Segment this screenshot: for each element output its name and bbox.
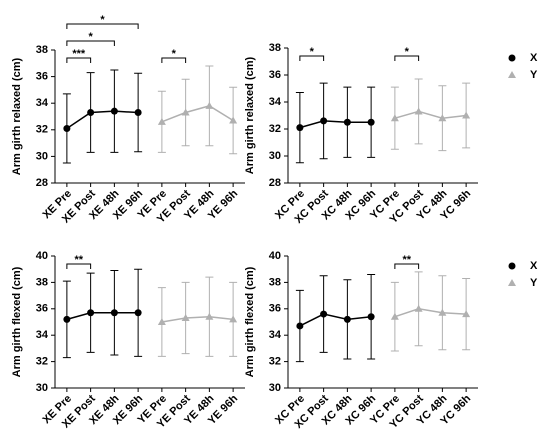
significance-label: *** — [72, 48, 86, 60]
data-point — [414, 304, 423, 312]
legend-marker — [508, 71, 516, 78]
data-point — [157, 318, 166, 325]
y-axis-label: Arm girth flexed (cm) — [11, 266, 23, 377]
data-point — [181, 108, 190, 116]
data-point — [110, 309, 118, 317]
y-tick-label: 36 — [36, 71, 48, 83]
data-point — [390, 312, 399, 320]
significance-bracket — [66, 57, 92, 63]
y-tick-label: 32 — [36, 356, 48, 368]
legend-label: X — [530, 52, 538, 64]
data-point — [87, 309, 95, 317]
significance-bracket — [66, 40, 115, 46]
legend-label: X — [530, 260, 538, 272]
data-point — [63, 315, 71, 323]
significance-bracket — [394, 263, 420, 269]
y-tick-label: 36 — [36, 303, 48, 315]
data-point — [229, 315, 238, 323]
significance-label: * — [405, 46, 410, 58]
series-line — [394, 110, 467, 119]
series-line — [161, 315, 234, 323]
data-point — [110, 107, 118, 115]
y-tick-label: 30 — [269, 150, 281, 162]
legend-marker — [508, 262, 516, 270]
legend-marker — [508, 54, 516, 62]
y-tick-label: 32 — [269, 356, 281, 368]
significance-bracket — [66, 23, 139, 29]
y-axis-label: Arm girth relaxed (cm) — [11, 57, 23, 175]
data-point — [229, 116, 238, 124]
data-point — [438, 114, 447, 122]
legend-label: Y — [530, 69, 538, 81]
data-point — [134, 109, 142, 117]
data-point — [367, 118, 375, 126]
y-tick-label: 34 — [36, 97, 49, 109]
series-line — [394, 308, 467, 318]
significance-label: * — [88, 31, 93, 43]
series-line — [299, 120, 372, 129]
y-tick-label: 28 — [269, 177, 281, 189]
significance-label: * — [172, 48, 177, 60]
y-tick-label: 34 — [269, 96, 282, 108]
y-tick-label: 30 — [36, 150, 48, 162]
significance-label: * — [310, 46, 315, 58]
data-point — [343, 118, 351, 126]
series-line — [299, 313, 372, 327]
data-point — [134, 309, 142, 317]
data-point — [157, 117, 166, 125]
y-tick-label: 38 — [36, 44, 48, 56]
y-tick-label: 40 — [269, 250, 281, 262]
data-point — [205, 101, 214, 109]
y-tick-label: 32 — [36, 124, 48, 136]
significance-bracket — [299, 55, 325, 61]
data-point — [296, 322, 304, 330]
y-tick-label: 30 — [269, 382, 281, 394]
y-tick-label: 34 — [36, 329, 49, 341]
y-tick-label: 28 — [36, 177, 48, 189]
legend-marker — [508, 279, 516, 286]
significance-label: * — [100, 14, 105, 26]
y-tick-label: 38 — [36, 276, 48, 288]
data-point — [320, 310, 328, 318]
y-tick-label: 38 — [269, 276, 281, 288]
data-point — [63, 124, 71, 132]
data-point — [320, 117, 328, 125]
data-point — [438, 308, 447, 316]
significance-bracket — [66, 263, 92, 269]
series-line — [161, 105, 234, 123]
significance-bracket — [394, 55, 420, 61]
data-point — [205, 312, 214, 320]
y-tick-label: 34 — [269, 329, 282, 341]
significance-label: ** — [74, 254, 83, 266]
y-tick-label: 36 — [269, 303, 281, 315]
y-axis-label: Arm girth relaxed (cm) — [244, 56, 256, 174]
significance-bracket — [161, 57, 187, 63]
data-point — [367, 313, 375, 321]
series-line — [66, 312, 139, 321]
data-point — [87, 109, 95, 117]
data-point — [390, 114, 399, 122]
data-point — [462, 111, 471, 119]
legend-label: Y — [530, 277, 538, 289]
y-tick-label: 36 — [269, 69, 281, 81]
data-point — [414, 107, 423, 115]
series-line — [66, 110, 139, 130]
data-point — [181, 314, 190, 322]
significance-label: ** — [402, 254, 411, 266]
y-tick-label: 30 — [36, 382, 48, 394]
data-point — [343, 315, 351, 323]
y-tick-label: 40 — [36, 250, 48, 262]
y-tick-label: 38 — [269, 42, 281, 54]
data-point — [462, 310, 471, 318]
data-point — [296, 124, 304, 132]
y-tick-label: 32 — [269, 123, 281, 135]
y-axis-label: Arm girth flexed (cm) — [244, 266, 256, 377]
